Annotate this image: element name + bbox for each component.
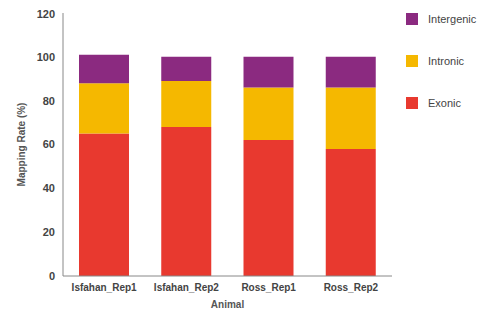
- html-text:Intronic: Intronic: [428, 55, 465, 67]
- svg-text:0: 0: [49, 270, 55, 282]
- svg-text:120: 120: [37, 8, 55, 20]
- html-text:Intergenic: Intergenic: [428, 13, 477, 25]
- svg-text:Isfahan_Rep2: Isfahan_Rep2: [154, 282, 219, 293]
- svg-text:100: 100: [37, 51, 55, 63]
- svg-text:Animal: Animal: [211, 299, 245, 310]
- html-text:Exonic: Exonic: [428, 97, 461, 109]
- svg-text:60: 60: [43, 138, 55, 150]
- svg-text:80: 80: [43, 95, 55, 107]
- svg-text:Mapping Rate (%): Mapping Rate (%): [16, 103, 27, 187]
- svg-text:40: 40: [43, 182, 55, 194]
- svg-text:20: 20: [43, 226, 55, 238]
- svg-text:Ross_Rep1: Ross_Rep1: [241, 282, 296, 293]
- svg-text:Isfahan_Rep1: Isfahan_Rep1: [72, 282, 137, 293]
- svg-text:Ross_Rep2: Ross_Rep2: [324, 282, 379, 293]
